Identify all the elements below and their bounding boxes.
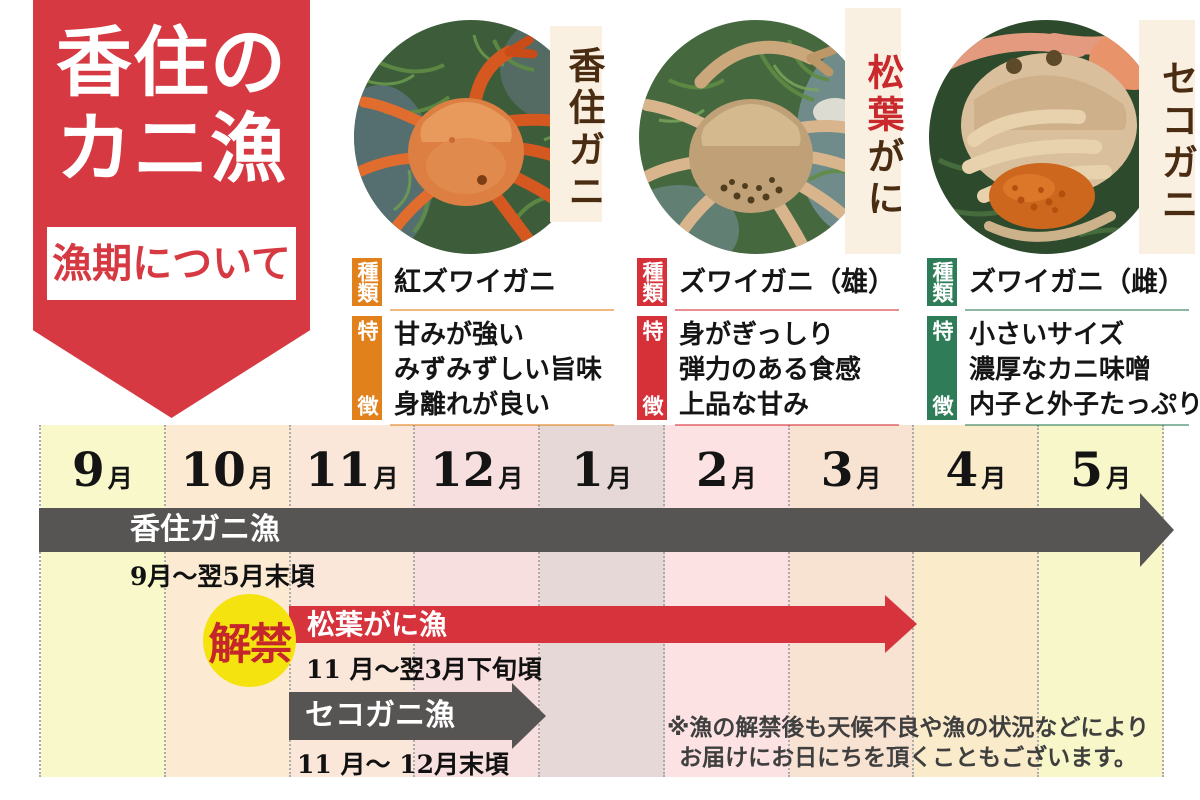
crab-name: 香住ガニ [562, 46, 606, 214]
bar-label: 松葉がに漁 [307, 608, 448, 641]
season-period: 9月〜翌5月末頃 [130, 562, 315, 591]
feature-item: 上品な甘み [679, 390, 810, 420]
type-value: 紅ズワイガニ [394, 267, 556, 298]
page-title: 香住の カニ漁 [33, 20, 310, 192]
page-title-line-1: 香住の [56, 18, 287, 107]
feature-label-box: 特徴 [927, 316, 957, 420]
seko-crab-season-bar: セコガニ漁 [289, 692, 512, 740]
divider [965, 424, 1189, 426]
bar-label: 香住ガニ漁 [130, 512, 280, 547]
bar-label: セコガニ漁 [305, 698, 455, 733]
divider [675, 424, 899, 426]
feature-list: 甘みが強い みずみずしい旨味 身離れが良い [394, 318, 602, 423]
arrow-head-icon [885, 595, 917, 653]
disclaimer-line-2: お届けにお日にちを頂くこともございます。 [679, 745, 1137, 771]
feature-label-box: 特徴 [352, 316, 382, 420]
type-label-box: 種類 [352, 258, 382, 306]
feature-item: 濃厚なカニ味噌 [969, 355, 1152, 385]
matsuba-crab-season-bar: 松葉がに漁 [289, 606, 885, 643]
type-label-box: 種類 [927, 258, 957, 306]
divider [965, 309, 1189, 311]
divider [675, 309, 899, 311]
crab-name-plate: 松葉 がに [845, 8, 905, 254]
kasumi-crab-season-bar: 香住ガニ漁 [39, 508, 1140, 552]
season-open-badge: 解禁 [203, 594, 296, 687]
disclaimer-line-1: ※漁の解禁後も天候不良や漁の状況などにより [667, 715, 1149, 741]
feature-item: みずみずしい旨味 [394, 355, 603, 385]
crab-name: がに [861, 137, 905, 221]
feature-list: 小さいサイズ 濃厚なカニ味噌 内子と外子たっぷり [969, 318, 1200, 423]
crab-card-matsuba: 松葉 がに 種類 ズワイガニ（雄） 特徴 身がぎっしり 弾力のある食感 上品な甘み [637, 0, 927, 432]
feature-item: 身がぎっしり [679, 320, 834, 350]
arrow-head-icon [512, 683, 546, 749]
feature-label-box: 特徴 [637, 316, 667, 420]
crab-name-accent: 松葉 [861, 53, 905, 137]
crab-name-plate: セコガニ [1139, 20, 1199, 254]
divider [390, 309, 614, 311]
arrow-head-icon [1140, 493, 1174, 567]
crab-name: セコガニ [1155, 59, 1199, 227]
season-period: 11 月〜翌3月下旬頃 [306, 655, 542, 684]
crab-card-seko: セコガニ 種類 ズワイガニ（雌） 特徴 小さいサイズ 濃厚なカニ味噌 内子と外子… [927, 0, 1200, 432]
page-subtitle: 漁期について [47, 227, 296, 300]
disclaimer-note: ※漁の解禁後も天候不良や漁の状況などにより お届けにお日にちを頂くこともございま… [648, 713, 1168, 773]
page-title-line-2: カニ漁 [56, 104, 287, 193]
divider [390, 424, 614, 426]
feature-item: 身離れが良い [394, 390, 551, 420]
month-label: 12 月 [430, 442, 524, 498]
season-period: 11 月〜 12月末頃 [297, 750, 509, 779]
seko-crab-photo [929, 20, 1163, 254]
crab-name-plate: 香住ガニ [550, 26, 606, 222]
crab-card-kasumi: 香住ガニ 種類 紅ズワイガニ 特徴 甘みが強い みずみずしい旨味 身離れが良い [352, 0, 642, 432]
type-value: ズワイガニ（雌） [969, 267, 1185, 298]
feature-item: 内子と外子たっぷり [969, 390, 1200, 420]
month-label: 11 月 [305, 442, 399, 498]
feature-item: 小さいサイズ [969, 320, 1125, 350]
kasumi-crab-photo [354, 20, 588, 254]
title-banner: 香住の カニ漁 漁期について [33, 0, 310, 418]
feature-item: 弾力のある食感 [679, 355, 862, 385]
type-label-box: 種類 [637, 258, 667, 306]
feature-list: 身がぎっしり 弾力のある食感 上品な甘み [679, 318, 861, 423]
type-value: ズワイガニ（雄） [679, 267, 895, 298]
month-label: 10 月 [180, 442, 274, 498]
season-open-badge-label: 解禁 [208, 619, 293, 670]
matsuba-crab-photo [639, 20, 873, 254]
feature-item: 甘みが強い [394, 320, 525, 350]
